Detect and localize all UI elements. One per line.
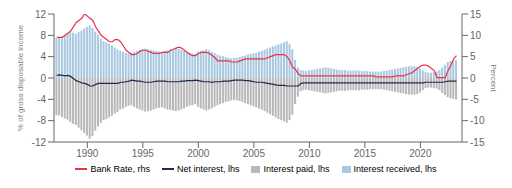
html-text:Interest received, lhs: Interest received, lhs [353, 164, 437, 174]
svg-text:-10: -10 [470, 115, 485, 126]
svg-text:-15: -15 [470, 137, 485, 148]
svg-text:-8: -8 [37, 115, 46, 126]
svg-text:12: 12 [35, 9, 47, 20]
svg-text:5: 5 [470, 51, 476, 62]
svg-text:% of gross disposable income: % of gross disposable income [16, 24, 25, 131]
svg-text:1990: 1990 [76, 148, 99, 159]
svg-text:-12: -12 [32, 137, 47, 148]
svg-text:2000: 2000 [187, 148, 210, 159]
html-text:Net interest, lhs: Net interest, lhs [177, 164, 240, 174]
svg-text:2005: 2005 [243, 148, 266, 159]
svg-text:1995: 1995 [132, 148, 155, 159]
html-text:Interest paid, lhs: Interest paid, lhs [263, 164, 330, 174]
svg-text:4: 4 [40, 51, 46, 62]
svg-text:2020: 2020 [409, 148, 432, 159]
svg-text:8: 8 [40, 30, 46, 41]
svg-text:0: 0 [40, 73, 46, 84]
svg-text:-5: -5 [470, 94, 479, 105]
svg-text:0: 0 [470, 73, 476, 84]
svg-text:2015: 2015 [354, 148, 377, 159]
svg-text:Percent: Percent [489, 64, 498, 92]
html-text:Bank Rate, rhs: Bank Rate, rhs [90, 164, 150, 174]
svg-text:-4: -4 [37, 94, 46, 105]
svg-text:10: 10 [470, 30, 482, 41]
svg-text:15: 15 [470, 9, 482, 20]
svg-text:2010: 2010 [298, 148, 321, 159]
